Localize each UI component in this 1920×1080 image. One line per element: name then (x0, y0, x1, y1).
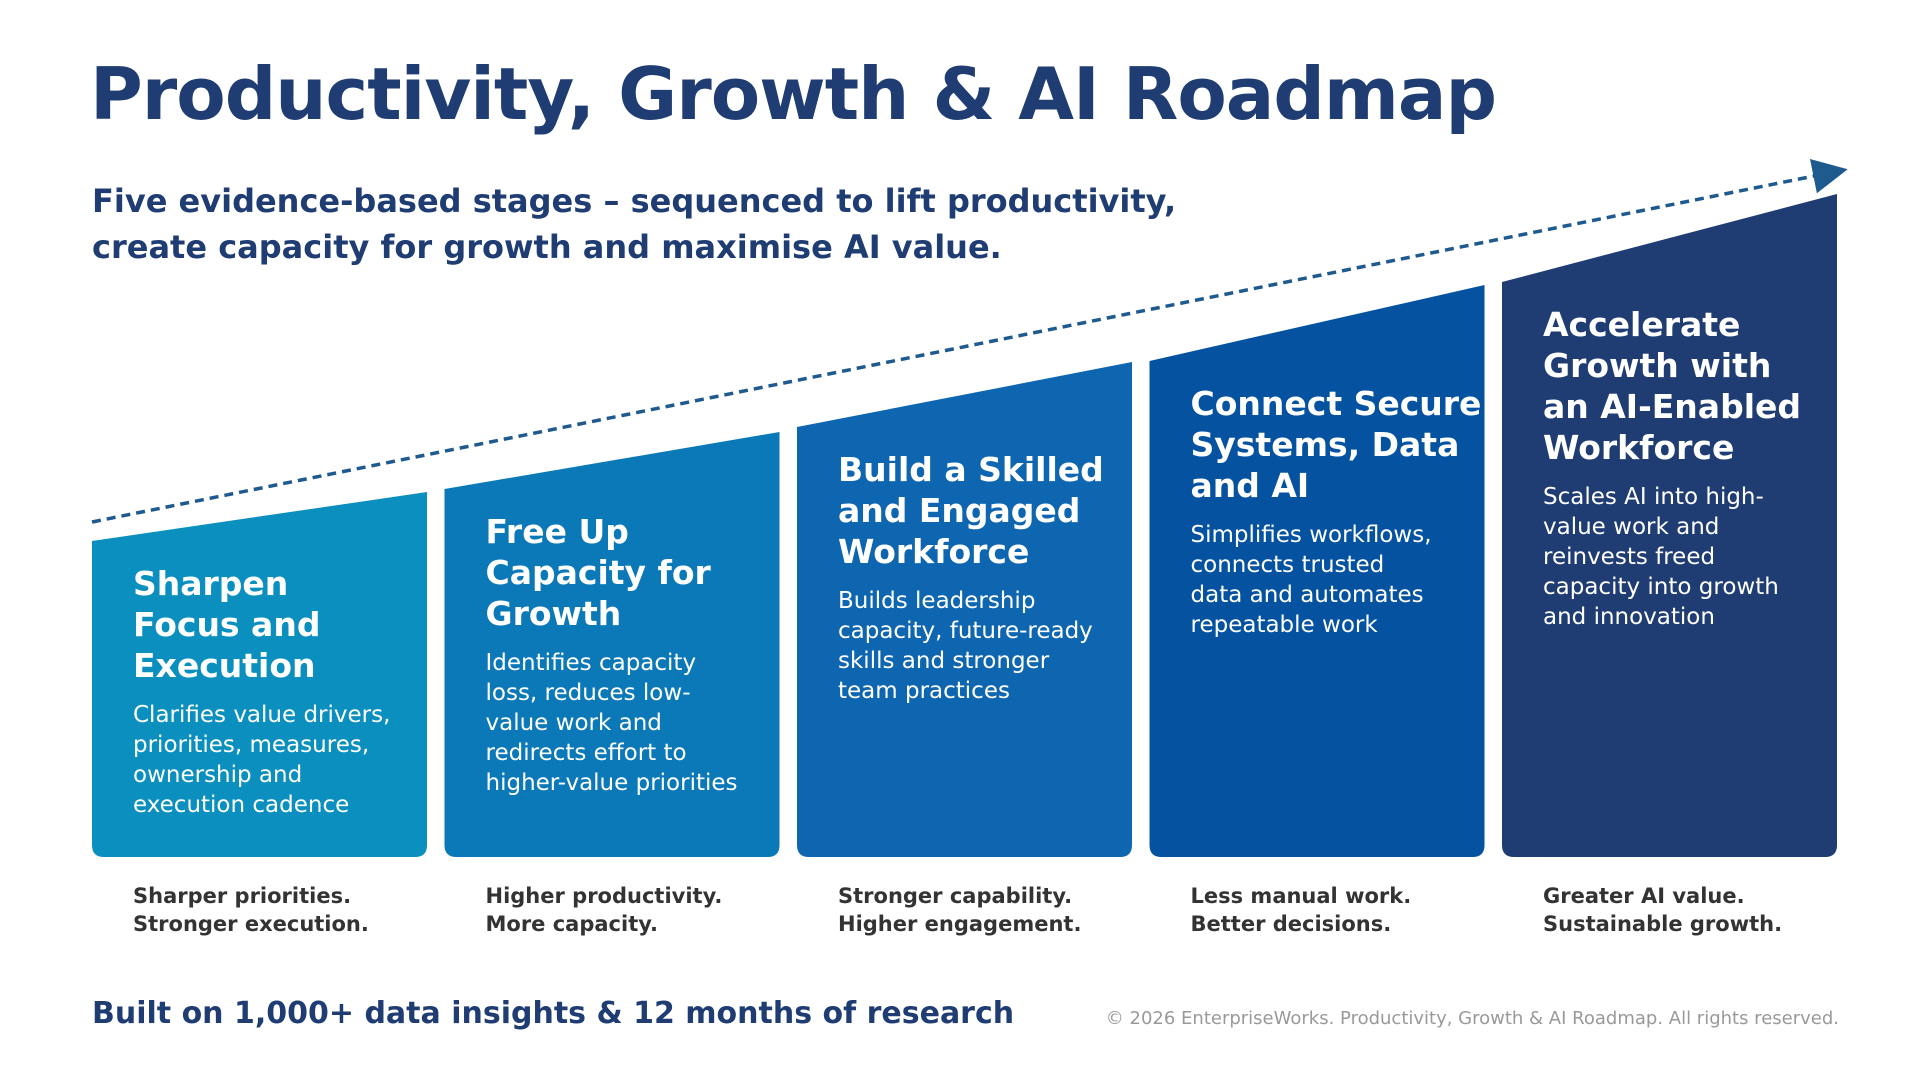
stage-outcomes: Stronger capability. Higher engagement. (838, 882, 1081, 938)
outcome: Stronger execution. (133, 912, 369, 936)
title: Productivity, Growth & AI Roadmap (90, 52, 1497, 136)
stage-title-line: Systems, Data (1190, 425, 1460, 464)
stage-title-line: Free Up (485, 512, 629, 551)
outcome: Higher engagement. (838, 912, 1082, 936)
stage-block (92, 492, 427, 857)
stage-title-line: Workforce (838, 532, 1030, 571)
stage-title: Connect Secure Systems, Data and AI (1191, 383, 1482, 506)
stage-text: Connect Secure Systems, Data and AI Simplif… (1191, 383, 1482, 640)
stage-description-line: execution cadence (133, 792, 350, 818)
outcome: Less manual work. (1190, 884, 1412, 908)
stage-description-line: capacity into growth (1543, 574, 1779, 600)
stage-title-line: Workforce (1543, 428, 1735, 467)
stage-description: Clarifies value drivers, priorities, meas… (133, 700, 390, 820)
subtitle: Five evidence-based stages – sequenced t… (92, 178, 1176, 270)
outcome: Sustainable growth. (1543, 912, 1783, 936)
stage-block (1502, 194, 1837, 857)
stage-description-line: team practices (838, 678, 1010, 704)
stage-description: Simplifies workflows, connects trusted dat… (1191, 520, 1482, 640)
stage-description-line: connects trusted (1190, 552, 1385, 578)
stage-description-line: data and automates (1190, 582, 1424, 608)
stage-title-line: an AI-Enabled (1543, 387, 1802, 426)
stage-title-line: Accelerate (1543, 305, 1741, 344)
stage-description-line: Scales AI into high- (1543, 484, 1764, 510)
outcome: Sharper priorities. (133, 884, 352, 908)
growth-arrow (91, 158, 1848, 524)
stage-block (797, 362, 1132, 857)
stage-title-line: Growth (485, 594, 622, 633)
outcome: Higher productivity. (485, 884, 723, 908)
stage-description-line: skills and stronger (838, 648, 1050, 674)
outcome: More capacity. (485, 912, 658, 936)
stage-text: Sharpen Focus and Execution Clarifies value… (133, 563, 390, 820)
stage-description: Identifies capacity loss, reduces low-val… (486, 648, 738, 798)
outcome: Greater AI value. (1543, 884, 1745, 908)
stage-outcomes: Less manual work. Better decisions. (1191, 882, 1412, 938)
outcome: Better decisions. (1190, 912, 1392, 936)
footer-note: Built on 1,000+ data insights & 12 month… (92, 996, 1015, 1031)
stage-description-line: higher-value priorities (485, 770, 738, 796)
stage-text: Free Up Capacity for Growth Identifies capa… (486, 511, 738, 798)
stage-description-line: Builds leadership (838, 588, 1036, 614)
stage-title-line: Sharpen (133, 564, 289, 603)
stage-text: Build a Skilled and Engaged Workforce Build… (838, 449, 1104, 706)
stage-description-line: priorities, measures, (133, 732, 370, 758)
subtitle-line: Five evidence-based stages – sequenced t… (92, 182, 1177, 220)
outcome: Stronger capability. (838, 884, 1073, 908)
stage-block (1149, 285, 1485, 857)
stage-description-line: value work and (1543, 514, 1720, 540)
stage-description-line: Clarifies value drivers, (133, 702, 391, 728)
stage-outcomes: Greater AI value. Sustainable growth. (1543, 882, 1782, 938)
stage-outcomes: Sharper priorities. Stronger execution. (133, 882, 369, 938)
stage-description-line: and innovation (1543, 604, 1715, 630)
stage-description-line: redirects effort to (485, 740, 687, 766)
stage-description-line: capacity, future-ready (838, 618, 1093, 644)
stage-description-line: ownership and (133, 762, 303, 788)
stage-outcomes: Higher productivity. More capacity. (486, 882, 723, 938)
subtitle-line: create capacity for growth and maximise … (92, 228, 1002, 266)
stage-description: Scales AI into high-value work and reinve… (1543, 482, 1801, 632)
stage-title-line: Growth with (1543, 346, 1772, 385)
copyright: © 2026 EnterpriseWorks. Productivity, Gr… (1105, 1008, 1839, 1029)
stage-title: Build a Skilled and Engaged Workforce (838, 449, 1104, 572)
stage-description-line: Simplifies workflows, (1190, 522, 1432, 548)
stage-text: Accelerate Growth with an AI-Enabled Workfo… (1543, 304, 1801, 632)
stage-description-line: repeatable work (1190, 612, 1378, 638)
stage-title-line: Execution (133, 646, 316, 685)
stage-title-line: Connect Secure (1190, 384, 1482, 423)
stage-title-line: Focus and (133, 605, 321, 644)
stage-title-line: Build a Skilled (838, 450, 1104, 489)
stage-description-line: loss, reduces low- (485, 680, 691, 706)
stage-title: Sharpen Focus and Execution (133, 563, 390, 686)
stage-title: Free Up Capacity for Growth (486, 511, 738, 634)
stage-description-line: reinvests freed (1543, 544, 1716, 570)
stage-title-line: Capacity for (485, 553, 711, 592)
stage-description-line: value work and (485, 710, 662, 736)
stage-block (444, 432, 780, 857)
stage-title: Accelerate Growth with an AI-Enabled Workfo… (1543, 304, 1801, 468)
stage-title-line: and Engaged (838, 491, 1081, 530)
stage-title-line: and AI (1190, 466, 1310, 505)
stage-description-line: Identifies capacity (485, 650, 697, 676)
stage-description: Builds leadership capacity, future-ready s… (838, 586, 1104, 706)
